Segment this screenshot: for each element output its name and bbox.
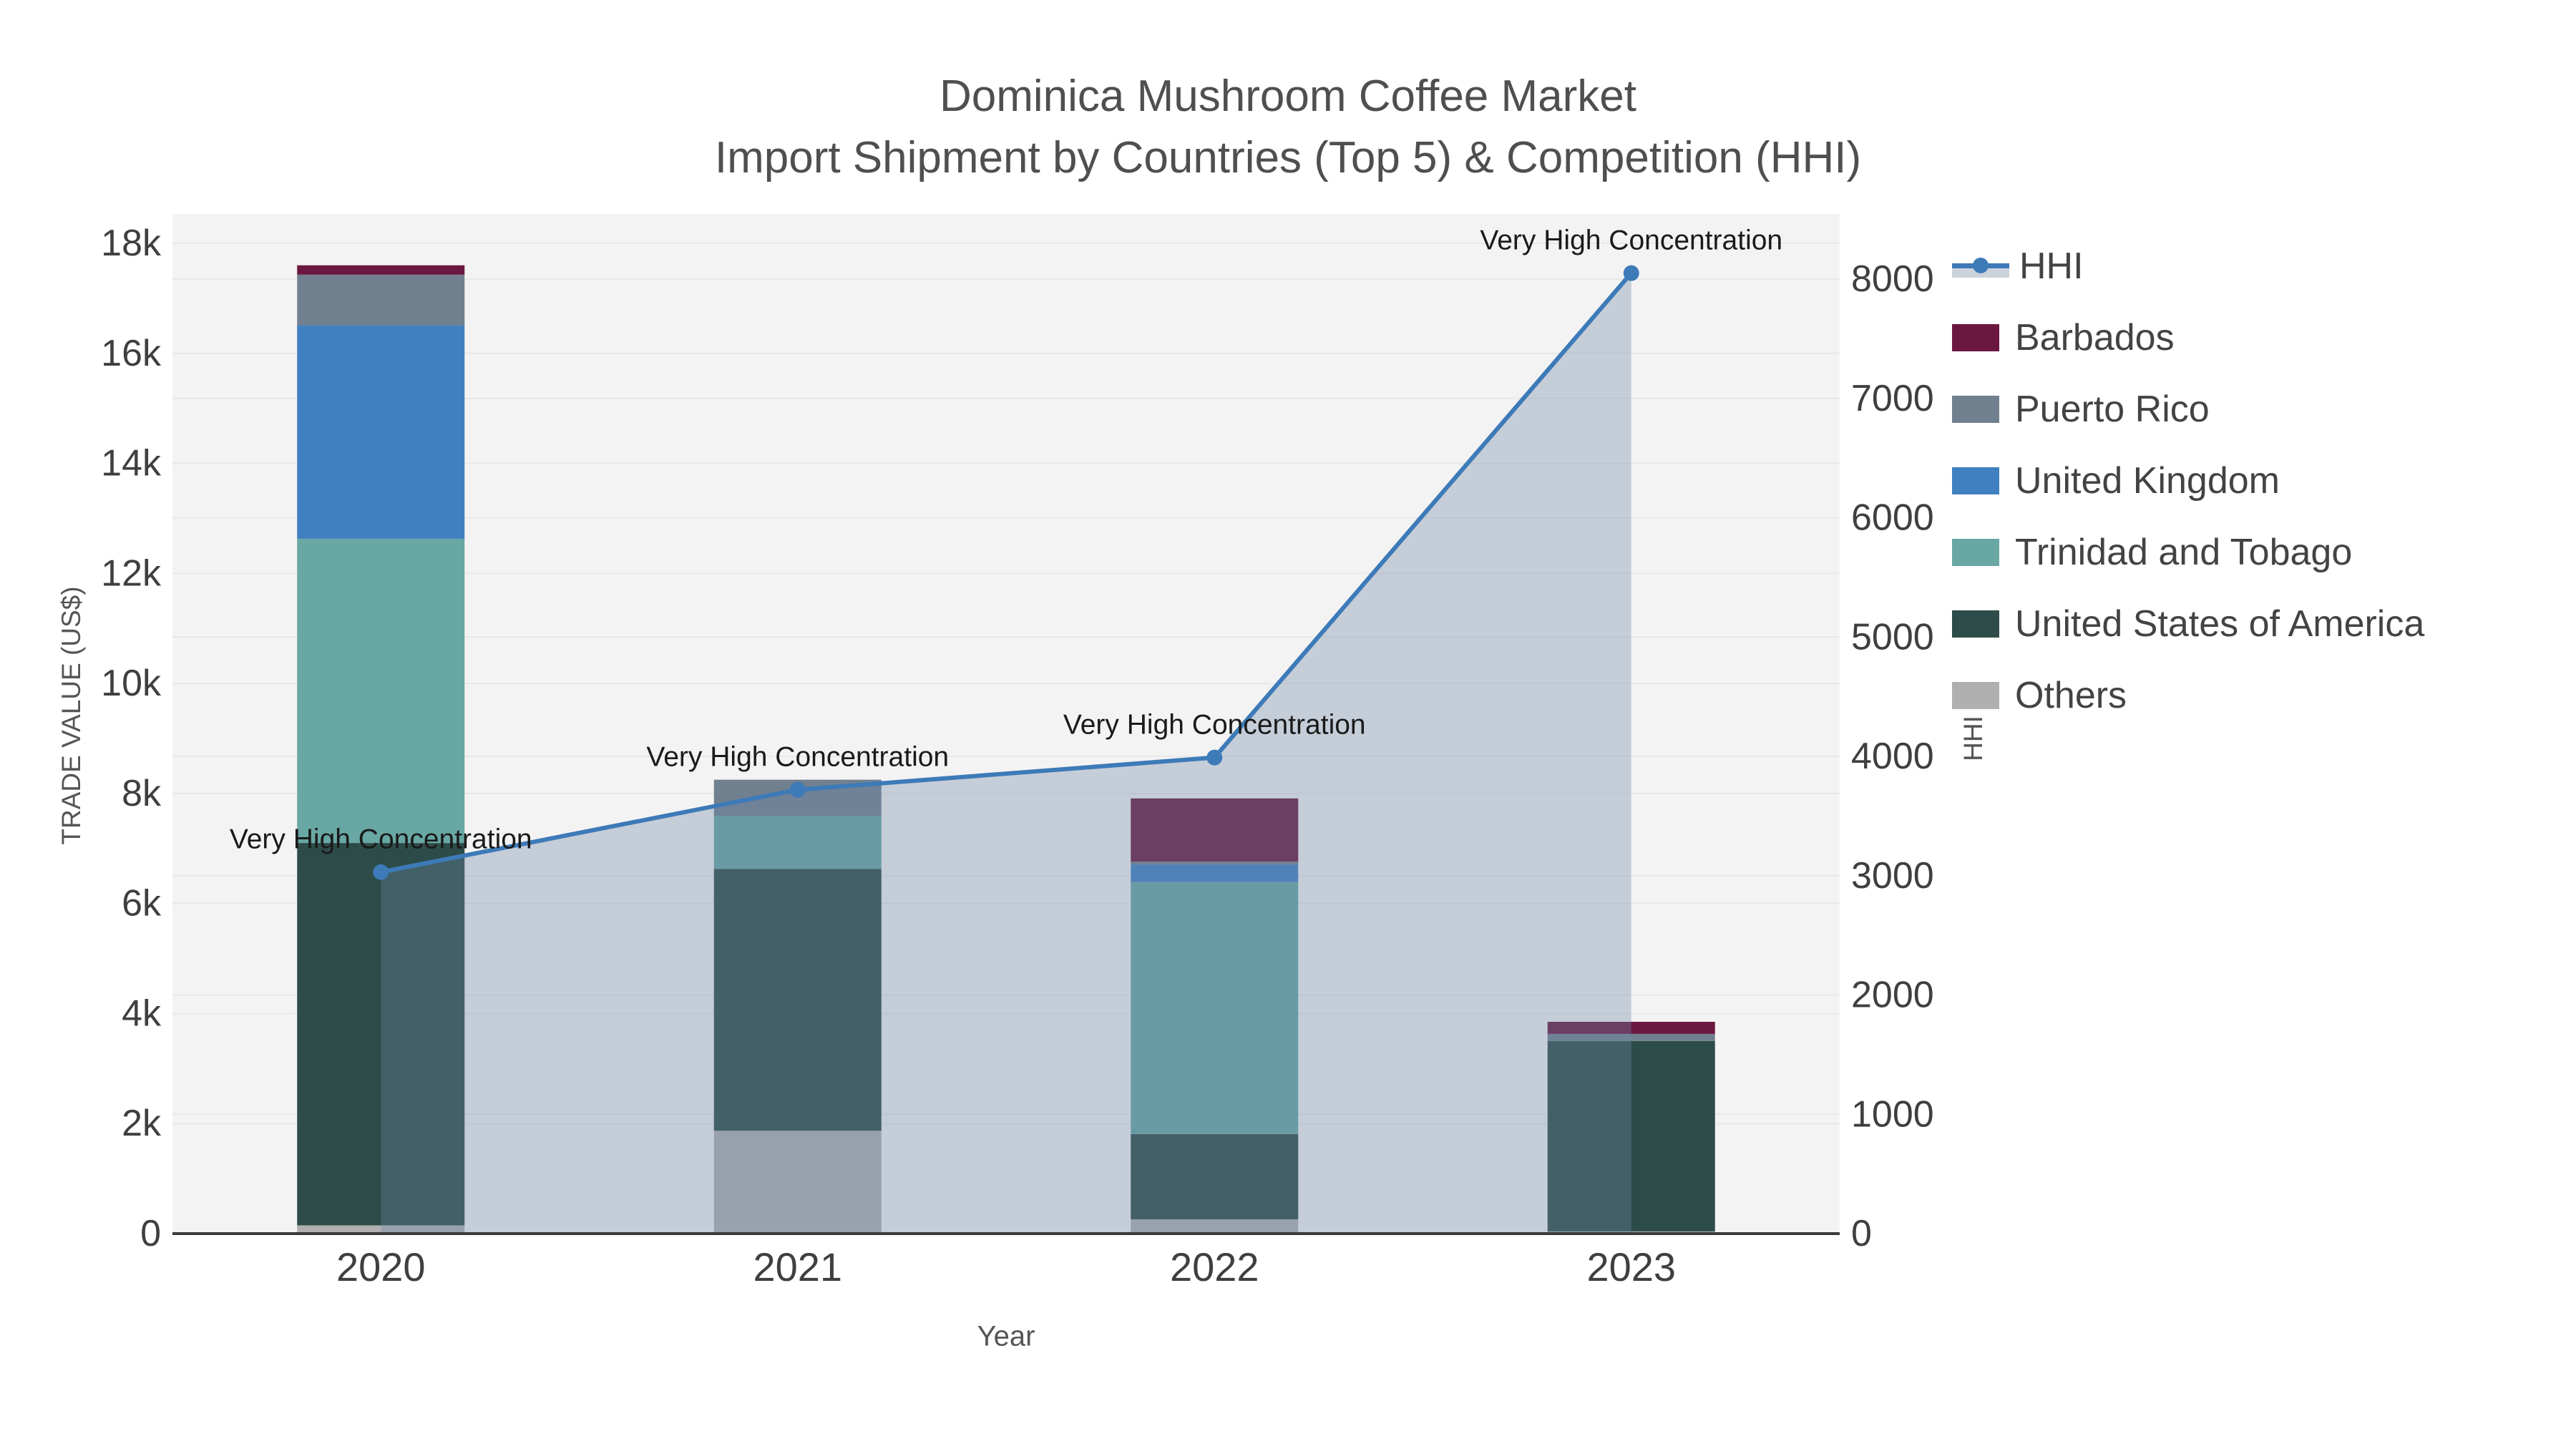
bar-segment-united-states-of-america-2021[interactable]	[713, 869, 882, 1131]
x-tick-label-2020: 2020	[336, 1244, 426, 1289]
legend-label: Barbados	[2015, 317, 2175, 358]
x-tick-label-2022: 2022	[1170, 1244, 1259, 1289]
bar-segment-puerto-rico-2020[interactable]	[297, 274, 465, 326]
hhi-marker-2023[interactable]	[1623, 265, 1639, 281]
legend: HHI Barbados Puerto Rico United Kingdom Trin…	[1952, 230, 2424, 731]
y-left-tick-label: 18k	[101, 223, 162, 264]
y-left-tick-label: 6k	[122, 883, 162, 924]
legend-label: Trinidad and Tobago	[2015, 532, 2353, 573]
chart-title-line1: Dominica Mushroom Coffee Market	[940, 72, 1636, 121]
bar-segment-others-2022[interactable]	[1131, 1219, 1299, 1234]
legend-item-united-kingdom[interactable]: United Kingdom	[1952, 445, 2424, 517]
bar-segment-puerto-rico-2023[interactable]	[1547, 1033, 1715, 1041]
annotation-2022: Very High Concentration	[1063, 710, 1366, 741]
y-right-tick-label: 1000	[1851, 1093, 1934, 1135]
y-left-tick-label: 12k	[101, 552, 162, 594]
x-tick-label-2023: 2023	[1586, 1244, 1676, 1289]
hhi-marker-2022[interactable]	[1206, 749, 1223, 766]
legend-color-swatch	[1952, 610, 1999, 638]
chart-title-line2: Import Shipment by Countries (Top 5) & C…	[714, 133, 1862, 182]
y-axis-title-left: TRADE VALUE (US$)	[57, 586, 86, 845]
annotation-2020: Very High Concentration	[230, 824, 532, 855]
annotation-2023: Very High Concentration	[1480, 225, 1782, 256]
y-right-tick-label: 2000	[1851, 975, 1934, 1016]
legend-color-swatch	[1952, 467, 1999, 494]
y-right-tick-label: 7000	[1851, 378, 1934, 419]
chart-title: Dominica Mushroom Coffee Market Import S…	[0, 66, 2576, 189]
hhi-marker-2021[interactable]	[789, 781, 806, 798]
legend-label: Others	[2015, 675, 2127, 716]
bar-segment-others-2020[interactable]	[297, 1225, 465, 1234]
y-left-tick-label: 4k	[122, 992, 162, 1034]
legend-color-swatch	[1952, 682, 1999, 709]
legend-item-others[interactable]: Others	[1952, 660, 2424, 731]
bar-segment-united-kingdom-2020[interactable]	[297, 325, 465, 539]
bar-segment-barbados-2020[interactable]	[297, 265, 465, 275]
y-right-tick-label: 3000	[1851, 855, 1934, 897]
hhi-area-fill	[381, 273, 1631, 1234]
hhi-line	[380, 271, 1634, 874]
y-right-tick-label: 6000	[1851, 497, 1934, 539]
bar-segment-united-states-of-america-2022[interactable]	[1131, 1133, 1299, 1220]
y-right-tick-label: 8000	[1851, 258, 1934, 300]
legend-hhi-line-icon	[1952, 252, 2009, 280]
y-right-tick-label: 5000	[1851, 616, 1934, 658]
bar-segment-barbados-2023[interactable]	[1547, 1021, 1715, 1034]
legend-color-swatch	[1952, 539, 1999, 566]
legend-item-barbados[interactable]: Barbados	[1952, 302, 2424, 374]
y-left-tick-label: 10k	[101, 663, 162, 704]
legend-item-trinidad-and-tobago[interactable]: Trinidad and Tobago	[1952, 517, 2424, 588]
legend-label: United States of America	[2015, 603, 2425, 645]
bar-segment-united-states-of-america-2020[interactable]	[297, 843, 465, 1226]
legend-item-puerto-rico[interactable]: Puerto Rico	[1952, 374, 2424, 445]
y-right-tick-label: 4000	[1851, 736, 1934, 777]
legend-label: HHI	[2019, 245, 2084, 287]
bar-segment-puerto-rico-2022[interactable]	[1131, 862, 1299, 865]
annotation-2021: Very High Concentration	[646, 742, 949, 773]
bar-segment-barbados-2022[interactable]	[1131, 798, 1299, 862]
y-left-tick-label: 14k	[101, 443, 162, 484]
legend-label: United Kingdom	[2015, 460, 2280, 502]
y-left-tick-label: 2k	[122, 1103, 162, 1144]
legend-label: Puerto Rico	[2015, 389, 2210, 430]
legend-item-united-states-of-america[interactable]: United States of America	[1952, 588, 2424, 660]
bar-segment-trinidad-and-tobago-2022[interactable]	[1131, 882, 1299, 1134]
bar-segment-trinidad-and-tobago-2020[interactable]	[297, 538, 465, 844]
x-tick-label-2021: 2021	[753, 1244, 842, 1289]
legend-item-hhi[interactable]: HHI	[1952, 230, 2424, 302]
x-axis-title: Year	[977, 1320, 1035, 1352]
hhi-marker-2020[interactable]	[373, 864, 389, 880]
bar-segment-trinidad-and-tobago-2021[interactable]	[713, 816, 882, 869]
y-right-tick-label: 0	[1851, 1213, 1872, 1254]
bar-segment-united-states-of-america-2023[interactable]	[1547, 1040, 1715, 1231]
y-left-tick-label: 0	[140, 1213, 161, 1254]
bar-segment-others-2021[interactable]	[713, 1131, 882, 1234]
legend-color-swatch	[1952, 324, 1999, 351]
legend-color-swatch	[1952, 396, 1999, 423]
y-left-tick-label: 16k	[101, 333, 162, 374]
bar-segment-united-kingdom-2022[interactable]	[1131, 864, 1299, 882]
y-left-tick-label: 8k	[122, 773, 162, 814]
